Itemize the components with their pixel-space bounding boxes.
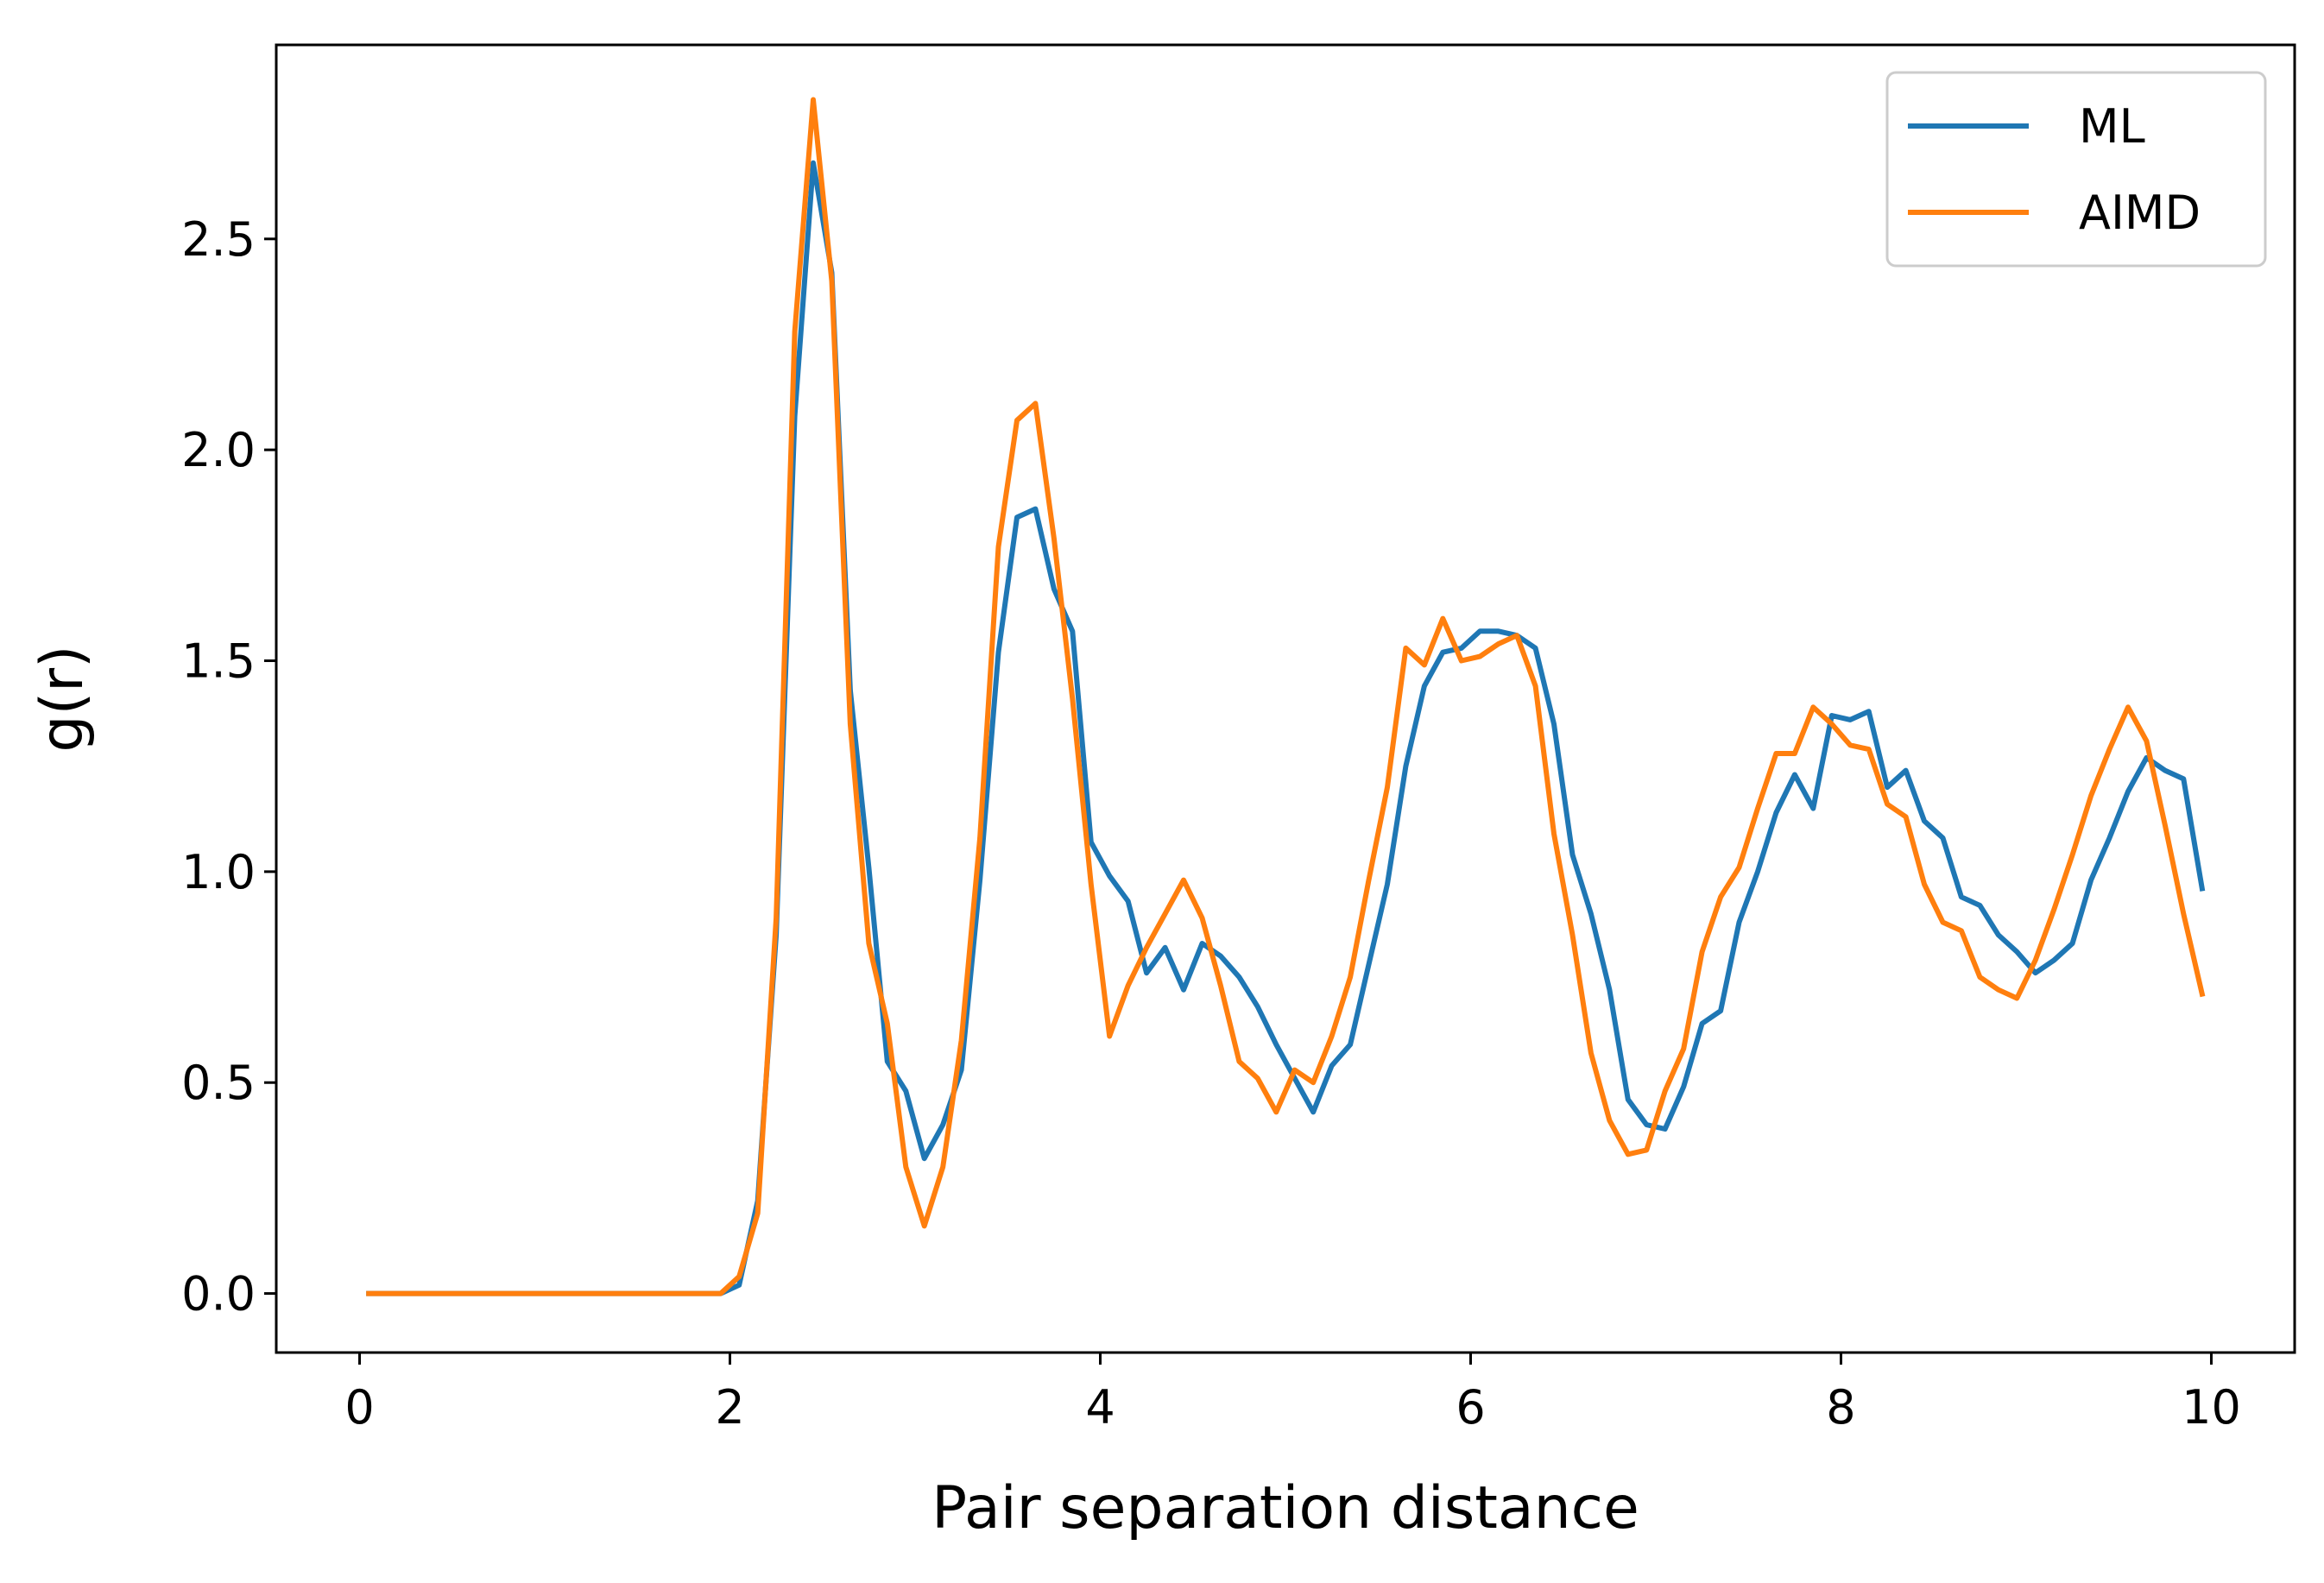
y-axis-ticks: 0.0 0.5 1.0 1.5 2.0 2.5 [181, 212, 276, 1321]
y-tick-label: 0.0 [181, 1267, 256, 1321]
x-tick-label: 2 [715, 1380, 744, 1435]
y-tick-label: 2.0 [181, 423, 256, 477]
y-tick-label: 1.5 [181, 634, 256, 689]
y-tick-label: 1.0 [181, 845, 256, 899]
y-tick-label: 2.5 [181, 212, 256, 267]
y-axis-label: g(r) [28, 645, 97, 752]
x-tick-label: 6 [1456, 1380, 1485, 1435]
x-tick-label: 8 [1826, 1380, 1855, 1435]
legend-box [1885, 71, 2267, 268]
x-tick-label: 4 [1085, 1380, 1115, 1435]
x-tick-label: 10 [2182, 1380, 2241, 1435]
legend-label-aimd: AIMD [2079, 186, 2201, 240]
plot-area [366, 97, 2206, 1296]
legend: ML AIMD [1885, 71, 2267, 268]
plot-frame [275, 43, 2296, 1354]
series-line-aimd [366, 97, 2206, 1296]
x-axis-label: Pair separation distance [931, 1474, 1639, 1542]
x-axis-ticks: 0 2 4 6 8 10 [344, 1353, 2241, 1435]
legend-label-ml: ML [2079, 99, 2145, 154]
x-tick-label: 0 [344, 1380, 374, 1435]
y-tick-label: 0.5 [181, 1056, 256, 1110]
